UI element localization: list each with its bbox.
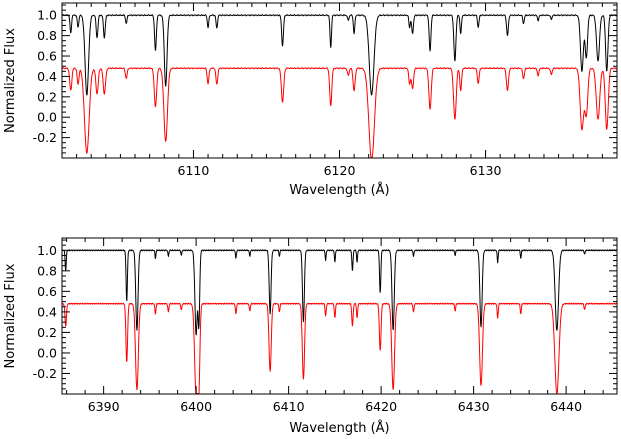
x-tick-label: 6390 [88, 399, 120, 414]
y-tick-label: 1.0 [37, 8, 57, 23]
y-axis-title: Normalized Flux [3, 263, 18, 368]
top-spectrum-panel: 6110 6120 6130 -0.2 0.0 0.2 0.4 0.6 0.8 1.0 Wavele… [3, 2, 618, 198]
y-axis-title: Normalized Flux [3, 28, 18, 133]
spectrum-line-black [61, 14, 618, 96]
y-tick-label: -0.2 [33, 130, 57, 145]
y-tick-label: 0.6 [37, 49, 57, 64]
y-tick-label: 0.4 [37, 304, 57, 319]
y-tick-label: 0.8 [37, 263, 57, 278]
x-tick-label: 6420 [365, 399, 397, 414]
y-tick-label: 1.0 [37, 243, 57, 258]
y-tick-label: 0.2 [37, 89, 57, 104]
bottom-spectrum-panel: 6390 6400 6410 6420 6430 6440 -0.2 0.0 0.2 0.4 0.6… [3, 237, 618, 436]
x-tick-label: 6110 [178, 163, 210, 178]
plot-frame [61, 237, 618, 395]
x-axis-title: Wavelength (Å) [289, 420, 389, 436]
plot-frame [61, 2, 618, 159]
spectrum-line-red [61, 67, 618, 158]
y-tick-label: 0.0 [37, 345, 57, 360]
x-tick-label: 6130 [470, 163, 502, 178]
x-tick-label: 6410 [273, 399, 305, 414]
x-tick-label: 6440 [550, 399, 582, 414]
y-tick-label: 0.8 [37, 28, 57, 43]
x-tick-label: 6120 [324, 163, 356, 178]
spectrum-line-red [61, 302, 618, 394]
x-tick-label: 6400 [180, 399, 212, 414]
x-tick-label: 6430 [458, 399, 490, 414]
x-axis-title: Wavelength (Å) [289, 182, 389, 198]
spectrum-line-black [61, 249, 618, 336]
y-tick-label: 0.6 [37, 284, 57, 299]
y-tick-label: 0.2 [37, 325, 57, 340]
y-tick-label: 0.0 [37, 110, 57, 125]
y-tick-label: -0.2 [33, 366, 57, 381]
y-tick-label: 0.4 [37, 69, 57, 84]
